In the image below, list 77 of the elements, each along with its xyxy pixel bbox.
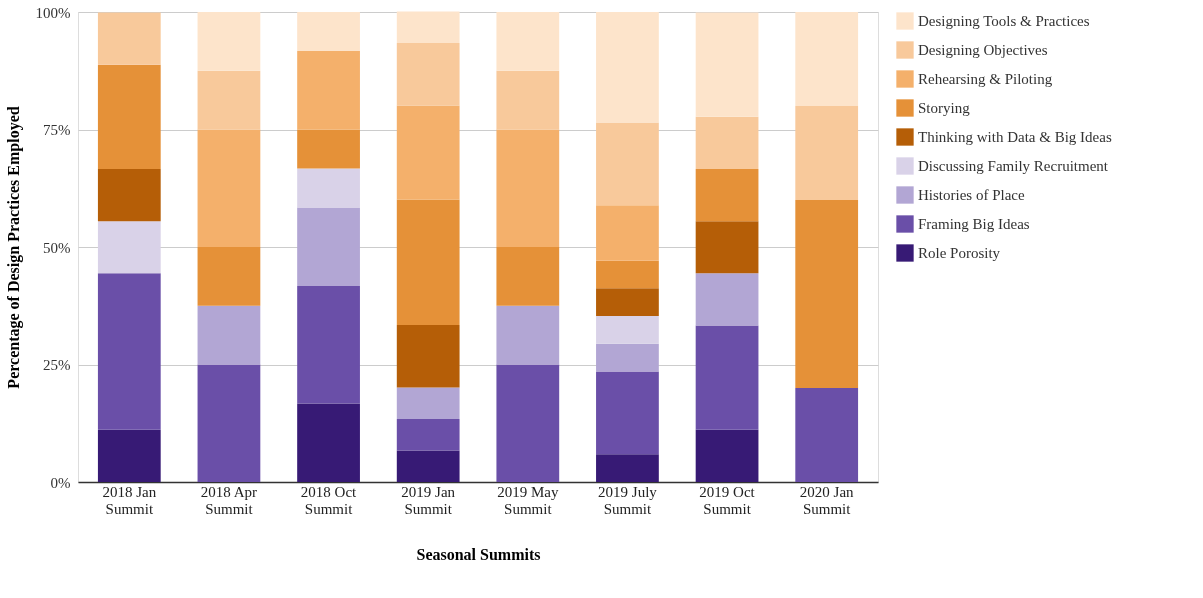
x-tick-label: 2019 May Summit [497,483,559,517]
bar [795,200,859,388]
bar [396,105,460,200]
bar [596,371,659,455]
bar [695,273,759,326]
bar [695,12,759,117]
x-tick-label: 2018 Jan Summit [102,483,157,517]
x-axis-title: Seasonal Summits [416,545,541,563]
bar [795,12,859,106]
x-tick-label: 2018 Oct Summit [300,483,358,517]
legend-label: Designing Objectives [918,42,1048,58]
y-tick-label: 0% [50,474,71,491]
y-tick-label: 25% [43,357,71,373]
y-tick-label: 75% [43,122,71,138]
bar [97,64,161,169]
bar [197,364,261,482]
bar [297,12,360,52]
legend-label: Rehearsing & Piloting [918,71,1053,87]
bar [596,343,659,372]
bar [695,429,759,482]
y-axis-title: Percentage of Design Practices Employed [4,106,23,389]
bar [97,12,161,65]
bar [496,70,560,130]
bar [297,286,360,404]
bar [97,273,161,430]
bar [97,221,161,274]
legend-label: Framing Big Ideas [918,216,1030,232]
bar [596,454,659,482]
bar [396,11,460,44]
bar [297,207,360,287]
bar [496,364,560,482]
bar [596,205,659,261]
legend-label: Thinking with Data & Big Ideas [918,129,1112,145]
y-tick-label: 50% [43,239,71,256]
bar [197,129,261,247]
bar [396,387,460,420]
bar [297,51,360,130]
bar [695,116,759,169]
legend-label: Designing Tools & Practices [918,13,1090,29]
bar [396,325,460,388]
bar [496,305,560,365]
bar [795,106,859,200]
bar [596,288,659,317]
bar [496,247,560,306]
bar [197,70,261,130]
legend-label: Discussing Family Recruitment [918,158,1109,174]
bar [496,129,560,247]
legend-label: Role Porosity [918,245,1001,261]
bar [596,12,659,123]
bar [197,305,261,365]
legend-label: Histories of Place [918,187,1025,203]
y-tick-label: 100% [35,4,71,21]
x-tick-label: 2019 Oct Summit [699,483,756,517]
bar [396,450,460,482]
bar [197,12,261,71]
bar [297,403,360,482]
x-tick-label: 2019 July Summit [598,483,658,517]
bar [396,199,460,326]
bar [197,247,261,306]
bar [695,221,759,274]
legend-label: Storying [918,100,971,116]
bar [297,129,360,169]
x-tick-label: 2018 Apr Summit [200,483,258,517]
bar [596,260,659,289]
bar [396,419,460,451]
bar [396,43,460,106]
bar [596,122,659,206]
bar [297,168,360,208]
bar [695,168,759,222]
bar [496,12,560,71]
bar [695,325,759,430]
bar [596,316,659,344]
bar [97,168,161,222]
bar [97,429,161,482]
x-tick-label: 2020 Jan Summit [799,483,855,517]
x-tick-label: 2019 Jan Summit [401,483,456,517]
bar [795,388,859,482]
